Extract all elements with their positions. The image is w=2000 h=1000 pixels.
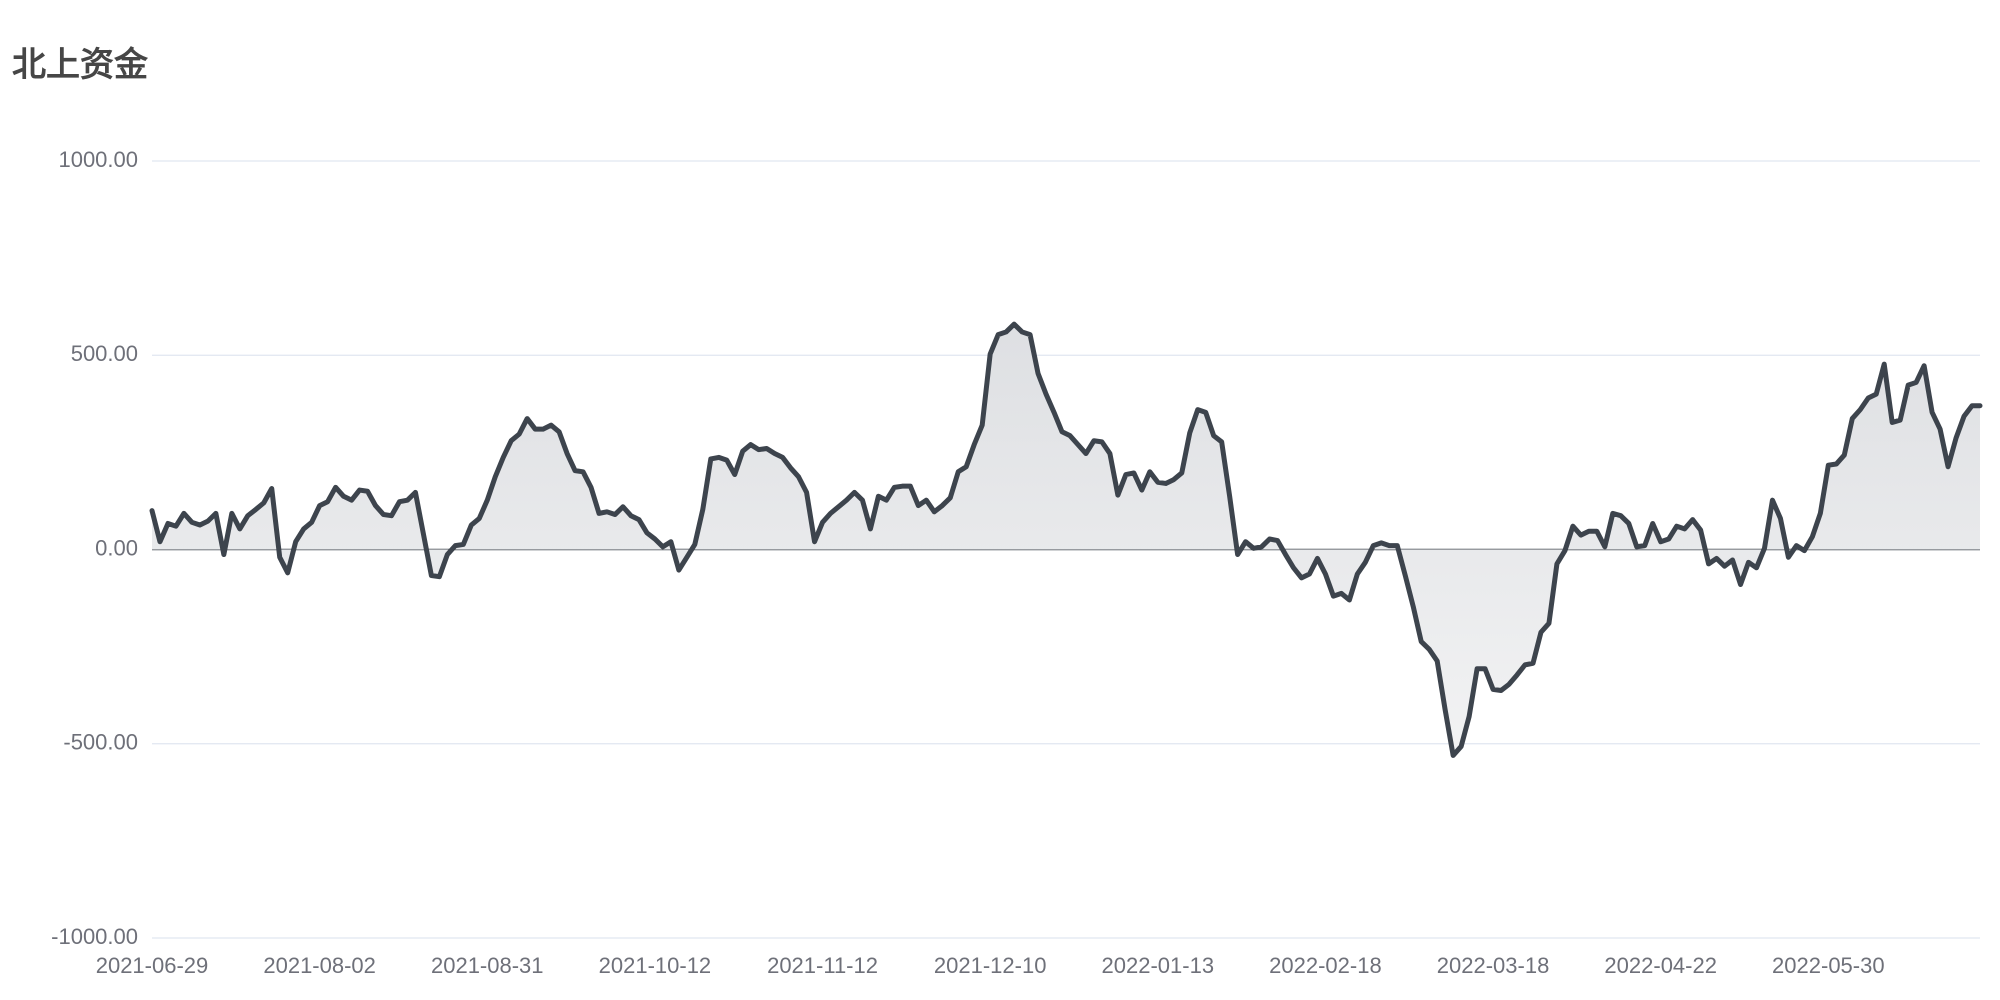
x-tick-label: 2022-01-13 [1102,953,1215,978]
y-tick-label: 0.00 [95,535,138,560]
x-tick-label: 2021-10-12 [599,953,712,978]
x-tick-label: 2021-06-29 [96,953,209,978]
y-tick-label: 1000.00 [58,147,138,172]
chart-title: 北上资金 [12,45,149,84]
area-fill [152,324,1980,756]
y-tick-label: -1000.00 [51,924,138,949]
y-tick-label: 500.00 [71,341,138,366]
x-tick-label: 2022-03-18 [1437,953,1550,978]
x-tick-label: 2021-08-31 [431,953,544,978]
x-tick-label: 2021-12-10 [934,953,1047,978]
y-tick-label: -500.00 [63,730,138,755]
x-tick-label: 2022-05-30 [1772,953,1885,978]
x-tick-label: 2021-08-02 [263,953,376,978]
x-tick-label: 2022-04-22 [1604,953,1717,978]
x-tick-label: 2022-02-18 [1269,953,1382,978]
x-tick-label: 2021-11-12 [767,953,878,978]
data-line [149,321,1983,758]
